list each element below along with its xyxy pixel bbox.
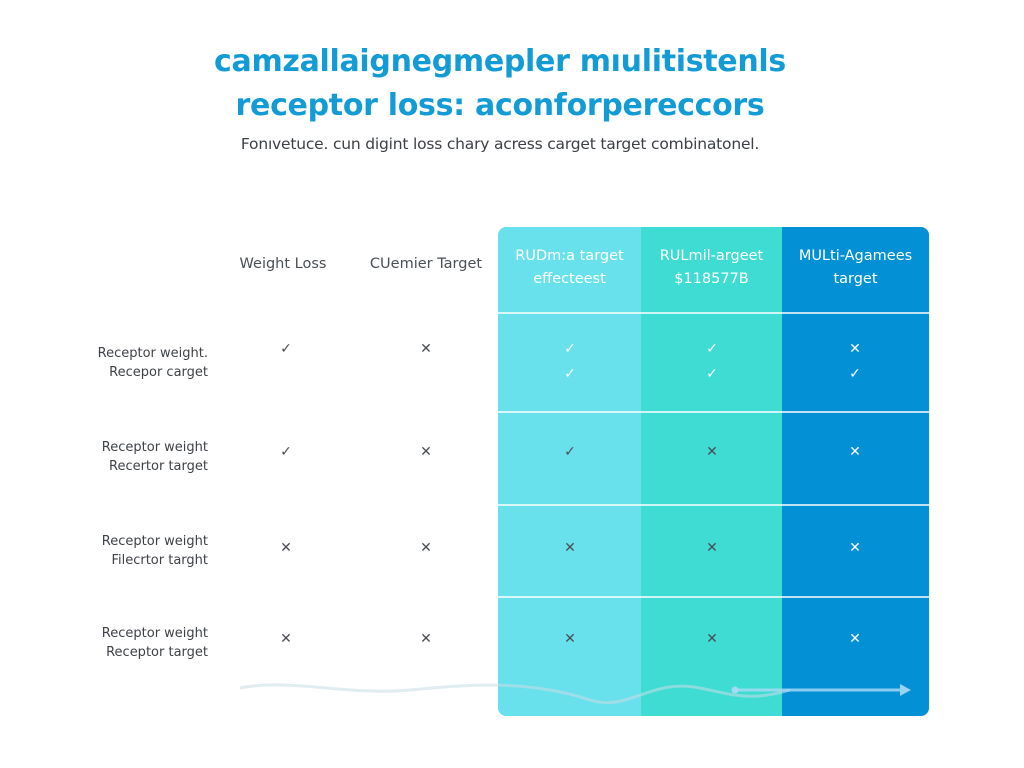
row-label: Receptor weight Recertor target: [84, 438, 208, 476]
cross-icon: ✕: [420, 341, 432, 357]
column-header-label: Weight Loss: [239, 256, 327, 272]
cross-icon: ✕: [706, 540, 718, 556]
row-divider: [498, 312, 929, 314]
cross-icon: ✕: [849, 540, 861, 556]
column-header-label: CUemier Target: [369, 256, 483, 272]
column-header-sublabel: $118577B: [674, 271, 749, 287]
cross-icon: ✕: [564, 540, 576, 556]
column-header-label: RULmil-argeet: [659, 248, 764, 264]
column-header-weight-loss: Weight Loss: [212, 237, 354, 292]
row-label-line-1: Receptor weight: [101, 626, 208, 641]
column-header-label: MULti-Agamees: [798, 248, 913, 264]
cross-check-icon: ✕ ✓: [849, 341, 861, 382]
page-subtitle: Fonıvetuce. cun digint loss chary acress…: [240, 135, 760, 153]
row-label-line-1: Receptor weight.: [97, 346, 208, 361]
column-bg-multi-agamees: [782, 227, 929, 716]
row-label-line-1: Receptor weight: [101, 534, 208, 549]
title-line-1: camzallaignegmepler mıulitistenls: [214, 44, 786, 79]
row-label: Receptor weight. Recepor carget: [84, 344, 208, 382]
row-label-line-2: Receptor target: [106, 645, 208, 660]
row-label: Receptor weight Receptor target: [84, 624, 208, 662]
row-divider: [498, 411, 929, 413]
row-label-line-2: Recepor carget: [109, 365, 208, 380]
check-icon: ✓: [280, 341, 292, 357]
cross-icon: ✕: [849, 444, 861, 460]
row-divider: [498, 504, 929, 506]
column-header-rudma-target: RUDm:a target effecteest: [498, 245, 641, 291]
cross-icon: ✕: [420, 444, 432, 460]
row-divider: [498, 596, 929, 598]
cross-icon: ✕: [280, 631, 292, 647]
page-title: camzallaignegmepler mıulitistenls recept…: [0, 40, 1000, 128]
row-label: Receptor weight Filecrtor targht: [84, 532, 208, 570]
row-label-line-2: Filecrtor targht: [111, 553, 208, 568]
row-label-line-1: Receptor weight: [101, 440, 208, 455]
column-bg-rulmil-argeet: [641, 227, 782, 716]
cross-icon: ✕: [420, 631, 432, 647]
column-header-sublabel: target: [833, 271, 878, 287]
cross-icon: ✕: [706, 631, 718, 647]
check-icon: ✓ ✓: [706, 341, 718, 382]
highlight-panel: [498, 227, 929, 716]
check-icon: ✓: [564, 444, 576, 460]
column-header-multi-agamees: MULti-Agamees target: [782, 245, 929, 291]
cross-icon: ✕: [280, 540, 292, 556]
column-header-label: RUDm:a target: [515, 248, 624, 264]
column-bg-rudma-target: [498, 227, 641, 716]
title-line-2: receptor loss: aconforpereccors: [235, 88, 765, 123]
check-icon: ✓: [280, 444, 292, 460]
column-header-cuemier-target: CUemier Target: [360, 253, 492, 276]
column-header-sublabel: effecteest: [533, 271, 606, 287]
check-icon: ✓ ✓: [564, 341, 576, 382]
cross-icon: ✕: [420, 540, 432, 556]
cross-icon: ✕: [706, 444, 718, 460]
row-label-line-2: Recertor target: [109, 459, 208, 474]
decorative-wave-arrow-icon: [239, 683, 911, 705]
cross-icon: ✕: [564, 631, 576, 647]
cross-icon: ✕: [849, 631, 861, 647]
column-header-rulmil-argeet: RULmil-argeet $118577B: [641, 245, 782, 291]
